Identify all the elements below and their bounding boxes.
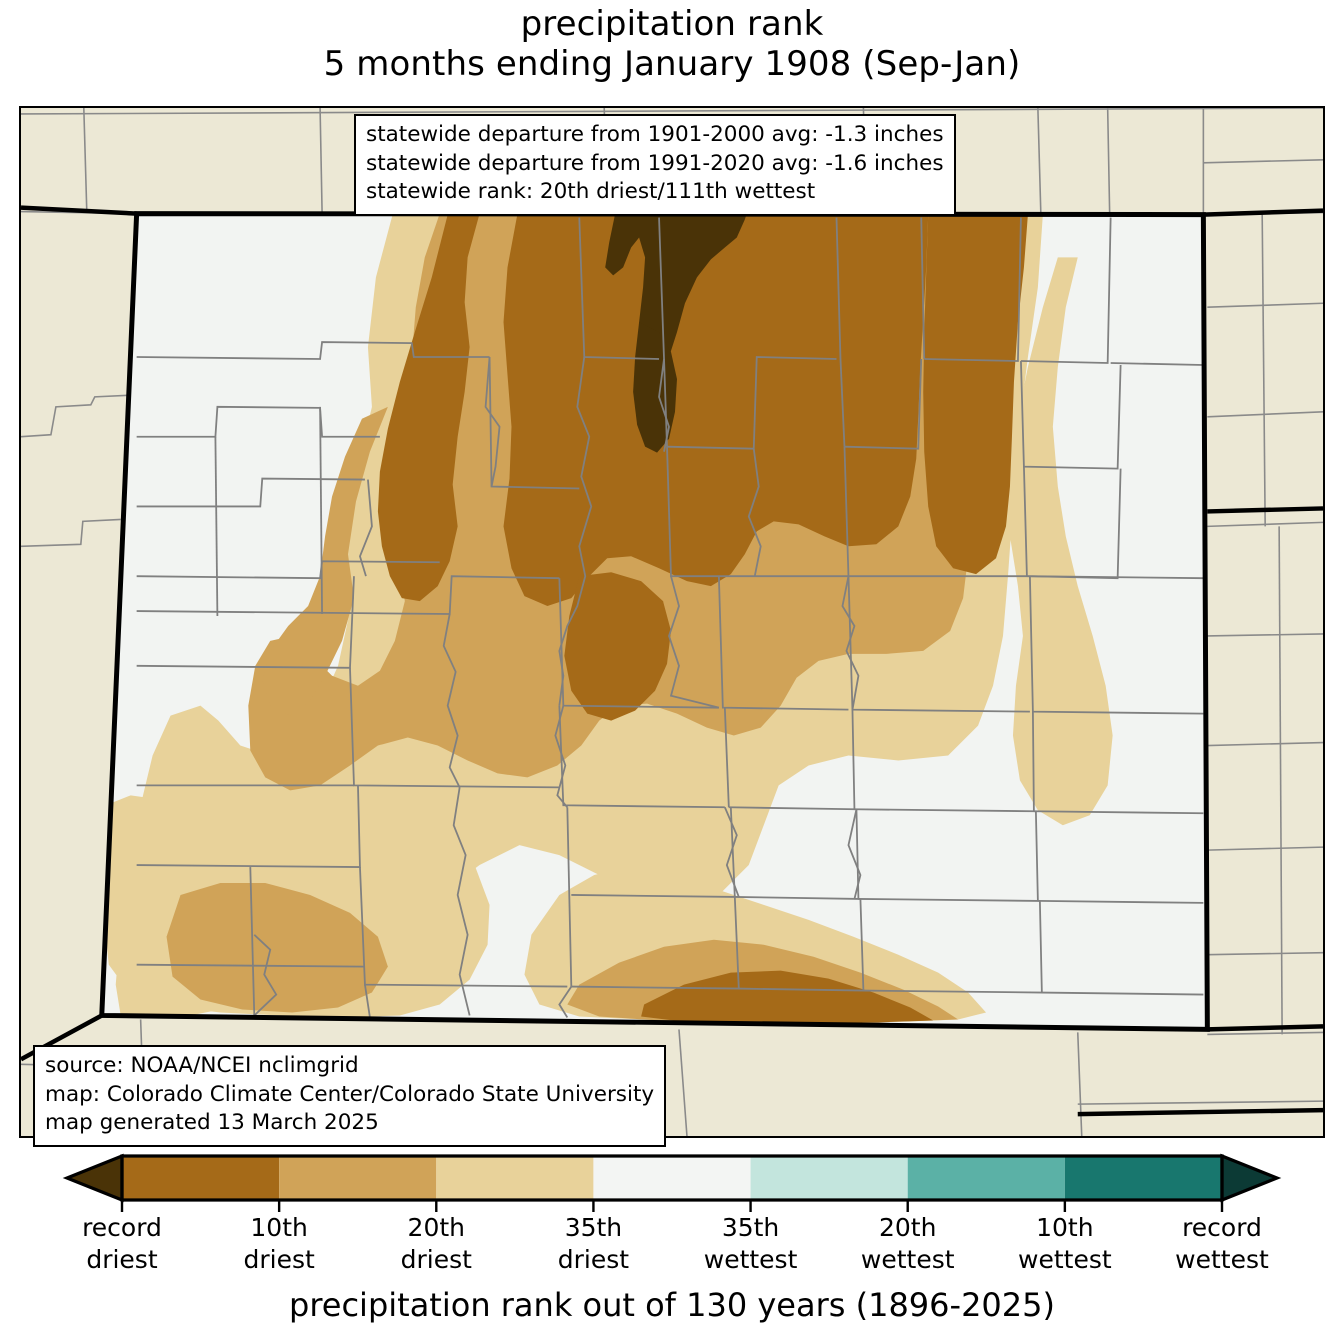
colorbar-label-top-2: 20th xyxy=(407,1213,466,1242)
colorbar-label-top-3: 35th xyxy=(564,1213,623,1242)
colorbar-segment-8 xyxy=(1222,1156,1277,1200)
colorbar-label-top-7: record xyxy=(1182,1213,1262,1242)
colorbar-label-1: 10th driest xyxy=(243,1212,314,1276)
colorbar-segment-1 xyxy=(122,1156,280,1200)
county-lines xyxy=(136,217,1204,1018)
colorbar-label-0: record driest xyxy=(82,1212,162,1276)
colorbar-tick-labels: record driest 10th driest 20th driest 35th drie… xyxy=(0,1212,1344,1274)
colorbar-svg xyxy=(62,1153,1282,1212)
colorbar-label-bottom-3: driest xyxy=(557,1245,630,1274)
map-credit-line: map: Colorado Climate Center/Colorado St… xyxy=(45,1081,655,1107)
colorbar-caption: precipitation rank out of 130 years (189… xyxy=(289,1286,1055,1324)
colorbar-label-bottom-4: wettest xyxy=(703,1245,798,1274)
colorbar-ticks xyxy=(120,1200,1224,1212)
colorbar-label-2: 20th driest xyxy=(401,1212,472,1276)
colorbar-label-top-6: 10th xyxy=(1036,1213,1094,1242)
stat-departure-1901-2000: statewide departure from 1901-2000 avg: … xyxy=(366,122,944,147)
colorbar-label-top-4: 35th xyxy=(721,1213,780,1242)
colorbar-label-6: 10th wettest xyxy=(1018,1212,1112,1276)
stat-statewide-rank: statewide rank: 20th driest/111th wettes… xyxy=(366,179,816,205)
colorbar-label-top-0: record xyxy=(82,1213,162,1242)
colorbar-label-4: 35th wettest xyxy=(704,1212,798,1276)
colorbar-segment-6 xyxy=(907,1156,1065,1200)
colorbar-label-bottom-5: wettest xyxy=(860,1245,955,1274)
statewide-stats-box: statewide departure from 1901-2000 avg: … xyxy=(354,114,956,216)
stat-departure-1991-2020: statewide departure from 1991-2020 avg: … xyxy=(366,150,944,176)
colorbar-segment-4 xyxy=(593,1156,751,1200)
colorbar-label-3: 35th driest xyxy=(558,1212,629,1276)
colorado-interior xyxy=(101,213,1208,1030)
colorbar-label-bottom-7: wettest xyxy=(1175,1245,1269,1274)
colorbar-segment-7 xyxy=(1064,1156,1222,1200)
colorbar-label-7: record wettest xyxy=(1175,1212,1269,1276)
map-title: precipitation rank 5 months ending Janua… xyxy=(0,4,1344,84)
colorbar-segment-3 xyxy=(436,1156,594,1200)
colorado-precipitation-rank-map xyxy=(21,108,1323,1136)
colorbar-segment-2 xyxy=(279,1156,437,1200)
source-credits-box: source: NOAA/NCEI nclimgrid map: Colorad… xyxy=(33,1045,667,1147)
colorbar-label-top-1: 10th xyxy=(250,1213,308,1242)
colorbar xyxy=(0,1152,1344,1212)
colorbar-label-bottom-1: driest xyxy=(243,1245,315,1274)
colorbar-label-5: 20th wettest xyxy=(861,1212,955,1276)
colorbar-segment-5 xyxy=(750,1156,908,1200)
colorbar-label-bottom-2: driest xyxy=(400,1245,472,1274)
title-line-1: precipitation rank xyxy=(520,4,824,44)
map-panel xyxy=(19,106,1325,1138)
colorbar-segment-0 xyxy=(67,1156,122,1200)
map-generated-line: map generated 13 March 2025 xyxy=(45,1110,379,1136)
source-line: source: NOAA/NCEI nclimgrid xyxy=(45,1053,359,1078)
colorbar-label-bottom-0: driest xyxy=(86,1245,158,1274)
colorbar-segments xyxy=(67,1156,1277,1200)
colorbar-label-top-5: 20th xyxy=(878,1213,937,1242)
shade-10th-driest xyxy=(377,213,1028,1023)
title-line-2: 5 months ending January 1908 (Sep-Jan) xyxy=(323,44,1021,85)
colorbar-label-bottom-6: wettest xyxy=(1018,1245,1112,1274)
